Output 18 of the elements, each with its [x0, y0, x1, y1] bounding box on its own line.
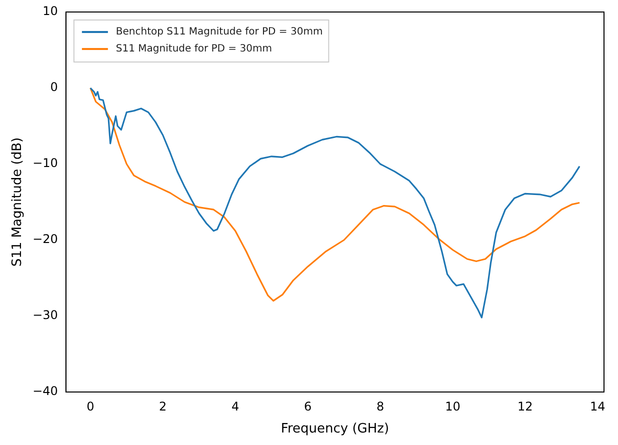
x-axis-title: Frequency (GHz)	[280, 422, 390, 437]
x-tick-label: 12	[518, 399, 533, 414]
y-axis-title: S11 Magnitude (dB)	[10, 137, 26, 267]
y-tick-label: −10	[32, 156, 58, 170]
x-tick-label: 6	[304, 399, 312, 414]
x-tick-label: 0	[86, 399, 94, 414]
legend-label: Benchtop S11 Magnitude for PD = 30mm	[116, 26, 323, 38]
y-tick-label: −30	[32, 308, 58, 322]
x-tick-label: 2	[159, 399, 167, 414]
x-tick-label: 14	[590, 399, 606, 414]
x-tick-label: 4	[232, 399, 240, 414]
y-tick-label: 0	[50, 80, 58, 94]
x-tick-label: 8	[376, 399, 384, 414]
x-tick-label: 10	[445, 399, 460, 414]
y-tick-label: 10	[42, 4, 58, 18]
y-tick-label: −40	[32, 384, 58, 398]
y-tick-label: −20	[32, 232, 58, 246]
legend-label: S11 Magnitude for PD = 30mm	[116, 44, 272, 55]
